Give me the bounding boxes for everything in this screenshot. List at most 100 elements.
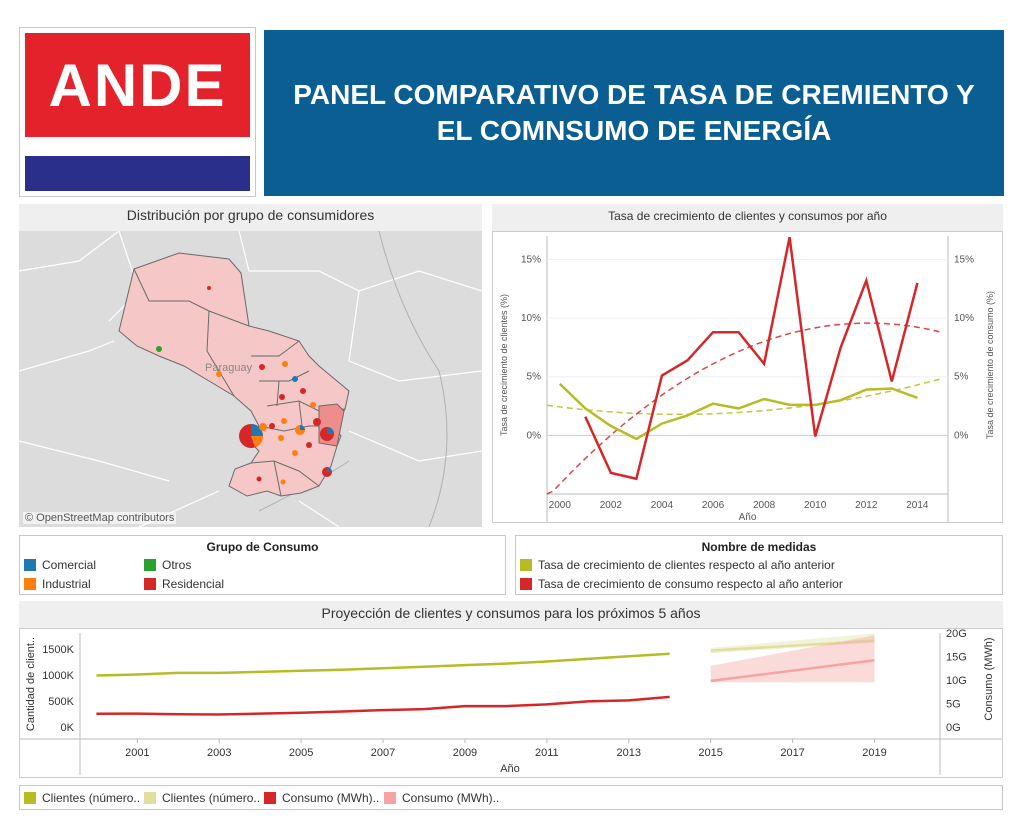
legend-swatch [520,578,532,590]
y-tick-label-left: 15% [521,254,541,265]
x-tick-label: 2015 [698,747,722,759]
map-attribution[interactable]: © OpenStreetMap contributors [23,512,177,524]
y-tick-label-right: 10% [954,313,974,324]
consumer-group-legend: Grupo de Consumo Comercial Industrial Ot… [19,535,506,595]
y-tick-label-right: 15% [954,254,974,265]
y-tick-label-left: 500K [48,696,74,708]
ande-logo: ANDE [19,27,256,197]
legend-label: Residencial [162,577,225,591]
legend-item-comercial[interactable]: Comercial [24,558,96,572]
x-tick-label: 2014 [906,500,929,511]
plot-area [547,236,948,494]
legend-swatch [144,578,156,590]
growth-chart-title: Tasa de crecimiento de clientes y consum… [492,204,1003,231]
y-tick-label-right: 5G [946,699,961,711]
x-tick-label: 2007 [371,747,395,759]
y-tick-label-right: 20G [946,629,967,640]
x-axis-label: Año [739,512,757,522]
legend-item-clients[interactable]: Clientes (número.. [24,791,140,805]
x-tick-label: 2013 [617,747,641,759]
legend-item-consumption-growth[interactable]: Tasa de crecimiento de consumo respecto … [520,577,843,591]
y-tick-label-right: 15G [946,652,967,664]
y-tick-label-left: 0% [527,430,542,441]
legend-label: Clientes (número.. [162,791,261,805]
legend-label: Otros [162,558,192,572]
logo-red-band: ANDE [25,33,250,137]
title-banner: PANEL COMPARATIVO DE TASA DE CREMIENTO Y… [264,30,1004,196]
legend-item-industrial[interactable]: Industrial [24,577,91,591]
x-tick-label: 2019 [862,747,886,759]
region-pie-markers [156,286,334,485]
map-svg: Paraguay [19,231,482,527]
y-tick-label-right: 0% [954,430,969,441]
legend-swatch [144,792,156,804]
legend-item-otros[interactable]: Otros [144,558,191,572]
legend-title: Grupo de Consumo [206,540,319,554]
legend-item-consumption-projected[interactable]: Consumo (MWh).. [384,791,499,805]
projection-legend: Clientes (número.. Clientes (número.. Co… [19,785,1003,810]
logo-text: ANDE [48,52,227,119]
y-tick-label-left: 1500K [42,644,74,656]
legend-swatch [24,578,36,590]
legend-swatch [144,559,156,571]
projection-chart-svg: 0K 500K 1000K 1500K 0G 5G 10G 15G 20G 2001 2003 200… [20,628,1002,775]
y-axis-label-left: Tasa de crecimiento de clientes (%) [499,294,509,436]
projection-chart-title: Proyección de clientes y consumos para l… [19,601,1003,628]
growth-chart-svg: 0% 0% 5% 5% 10% 10% 15% 15% 2000 2002 2004 2006 2008… [499,236,995,523]
legend-item-clients-projected[interactable]: Clientes (número.. [144,791,260,805]
logo-white-band [25,137,250,155]
x-tick-label: 2010 [804,500,827,511]
trend-line-0 [546,377,944,416]
legend-label: Comercial [42,558,97,572]
paraguay-departments [118,252,350,497]
x-tick-label: 2009 [453,747,477,759]
legend-swatch [24,559,36,571]
x-axis-label: Año [500,763,520,775]
y-tick-label-left: 10% [521,313,541,324]
legend-swatch [384,792,396,804]
legend-label: Tasa de crecimiento de consumo respecto … [538,577,843,591]
measures-legend: Nombre de medidas Tasa de crecimiento de… [515,535,1003,595]
legend-swatch [24,792,36,804]
legend-label: Industrial [42,577,91,591]
projection-band-3 [710,635,875,683]
map-panel-title: Distribución por grupo de consumidores [19,204,482,231]
logo-blue-band [25,156,250,191]
y-axis-label-right: Consumo (MWh) [983,637,995,720]
x-tick-label: 2004 [651,500,674,511]
projection-line-chart[interactable]: 0K 500K 1000K 1500K 0G 5G 10G 15G 20G 2001 2003 200… [19,628,1003,778]
legend-item-residencial[interactable]: Residencial [144,577,224,591]
y-tick-label-right: 0G [946,722,961,734]
page-title: PANEL COMPARATIVO DE TASA DE CREMIENTO Y… [293,79,975,146]
series-line-0 [558,382,918,441]
series-line-2 [96,695,670,716]
legend-swatch [264,792,276,804]
y-tick-label-left: 0K [61,722,75,734]
legend-swatch [520,559,532,571]
x-tick-label: 2011 [535,747,559,759]
y-tick-label-right: 10G [946,675,967,687]
legend-item-consumption[interactable]: Consumo (MWh).. [264,791,379,805]
legend-label: Clientes (número.. [42,791,141,805]
y-tick-label-left: 1000K [42,670,74,682]
x-tick-label: 2000 [549,500,572,511]
x-tick-label: 2001 [125,747,149,759]
series-line-1 [584,236,919,481]
legend-title: Nombre de medidas [701,540,817,554]
x-tick-label: 2002 [600,500,623,511]
x-tick-label: 2005 [289,747,313,759]
legend-label: Tasa de crecimiento de clientes respecto… [538,558,835,572]
map-place-label: Paraguay [205,362,253,374]
legend-label: Consumo (MWh).. [282,791,380,805]
y-axis-label-right: Tasa de crecimiento de consumo (%) [985,291,995,439]
growth-line-chart[interactable]: 0% 0% 5% 5% 10% 10% 15% 15% 2000 2002 2004 2006 2008… [492,231,1003,523]
x-tick-label: 2008 [753,500,776,511]
consumer-distribution-map[interactable]: Paraguay © OpenStreetMap contributors [19,231,482,527]
x-tick-label: 2003 [207,747,231,759]
x-tick-label: 2006 [702,500,725,511]
y-tick-label-left: 5% [527,372,542,383]
x-tick-label: 2012 [855,500,878,511]
y-axis-label-left: Cantidad de client.. [25,637,37,731]
legend-item-client-growth[interactable]: Tasa de crecimiento de clientes respecto… [520,558,835,572]
legend-label: Consumo (MWh).. [402,791,500,805]
